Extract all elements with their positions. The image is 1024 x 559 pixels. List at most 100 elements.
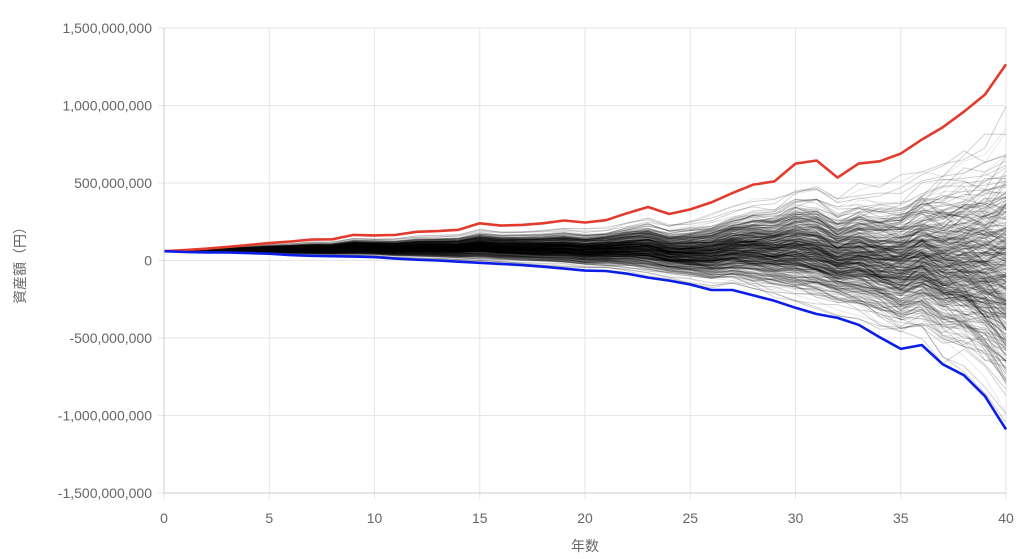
simulation-path — [163, 248, 1007, 318]
simulation-path — [163, 189, 1007, 252]
simulation-path — [163, 249, 1007, 309]
simulation-path — [163, 249, 1007, 310]
simulation-path — [163, 245, 1007, 271]
simulation-path — [163, 250, 1007, 356]
simulation-path — [163, 220, 1007, 252]
simulation-path — [163, 228, 1007, 253]
simulation-path — [163, 249, 1007, 335]
simulation-path — [163, 248, 1007, 318]
simulation-path — [163, 199, 1007, 252]
simulation-path — [163, 217, 1007, 252]
simulation-path — [163, 169, 1007, 252]
simulation-path — [163, 250, 1007, 346]
simulation-path — [163, 244, 1007, 273]
simulation-path — [163, 248, 1007, 301]
simulation-path — [163, 233, 1007, 256]
simulation-path — [163, 250, 1007, 343]
simulation-path — [163, 249, 1007, 315]
simulation-path — [163, 199, 1007, 252]
simulation-path — [163, 250, 1007, 362]
simulation-path — [163, 196, 1007, 252]
simulation-path — [163, 242, 1007, 282]
simulation-path — [163, 203, 1007, 252]
simulation-path — [164, 246, 1007, 276]
simulation-path — [163, 241, 1007, 267]
simulation-path — [163, 211, 1006, 252]
simulation-path — [163, 234, 1007, 261]
simulation-path — [163, 236, 1007, 269]
simulation-path — [163, 186, 1007, 252]
simulation-path — [163, 247, 1007, 312]
simulation-path — [163, 238, 1007, 264]
simulation-path — [163, 250, 1007, 390]
simulation-path — [163, 245, 1007, 278]
simulation-path — [164, 248, 1007, 295]
x-tick-label: 0 — [160, 510, 168, 526]
simulation-path — [163, 250, 1007, 340]
simulation-path — [163, 208, 1007, 252]
simulation-path — [163, 250, 1007, 350]
simulation-path — [163, 239, 1007, 263]
simulation-path — [163, 192, 1007, 252]
min-series-line — [163, 249, 1008, 431]
simulation-path — [164, 244, 1007, 286]
simulation-path — [164, 247, 1007, 288]
simulation-path — [163, 245, 1007, 264]
simulation-path — [163, 218, 1007, 252]
simulation-path — [163, 250, 1007, 349]
y-tick-label: -500,000,000 — [69, 330, 152, 346]
simulation-path — [163, 248, 1007, 316]
simulation-path — [163, 242, 1007, 278]
simulation-path — [164, 247, 1007, 287]
simulation-path — [163, 232, 1007, 254]
simulation-path — [163, 227, 1007, 252]
simulation-path — [163, 238, 1007, 265]
simulation-path — [163, 249, 1007, 306]
simulation-path — [163, 128, 1007, 252]
simulation-path — [163, 248, 1007, 314]
x-tick-label: 35 — [893, 510, 909, 526]
simulation-path — [164, 241, 1007, 302]
simulation-path — [163, 184, 1007, 252]
simulation-path — [163, 203, 1007, 252]
simulation-path — [163, 238, 1007, 267]
simulation-path — [163, 236, 1007, 255]
simulation-path — [163, 249, 1007, 327]
simulation-path — [164, 246, 1007, 289]
simulation-path — [163, 250, 1007, 362]
simulation-path — [163, 250, 1007, 378]
simulation-path — [163, 233, 1007, 262]
simulation-path — [163, 248, 1007, 330]
simulation-path — [163, 249, 1007, 302]
simulation-path — [163, 240, 1007, 269]
simulation-path — [164, 246, 1007, 278]
simulation-path — [164, 247, 1007, 305]
simulation-path — [163, 223, 1007, 252]
simulation-path — [163, 196, 1007, 252]
x-tick-label: 25 — [682, 510, 698, 526]
simulation-path — [163, 249, 1007, 318]
simulation-path — [163, 230, 1007, 254]
simulation-path — [163, 238, 1007, 268]
simulation-path — [163, 250, 1007, 361]
simulation-path — [163, 224, 1007, 252]
simulation-path — [163, 245, 1007, 275]
x-tick-label: 30 — [788, 510, 804, 526]
simulation-path — [164, 247, 1007, 289]
simulation-path — [163, 225, 1007, 259]
simulation-path — [164, 246, 1007, 281]
simulation-path — [163, 241, 1007, 264]
simulation-paths — [163, 106, 1007, 423]
simulation-path — [164, 247, 1007, 278]
simulation-path — [163, 245, 1007, 276]
simulation-path — [163, 244, 1007, 285]
simulation-path — [163, 197, 1007, 252]
simulation-path — [163, 234, 1007, 256]
simulation-path — [163, 240, 1007, 264]
simulation-path — [163, 246, 1007, 274]
simulation-path — [163, 197, 1007, 252]
simulation-path — [163, 228, 1007, 252]
simulation-path — [163, 250, 1007, 356]
simulation-path — [163, 224, 1006, 252]
simulation-path — [163, 245, 1007, 291]
